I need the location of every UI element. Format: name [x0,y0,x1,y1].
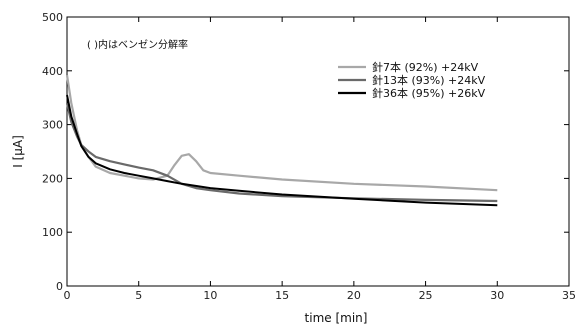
legend-label-2: 針13本 (93%) +24kV [372,73,486,87]
series-line-3 [66,94,498,207]
y-tick-label: 300 [42,119,63,132]
x-tick-label: 30 [490,289,504,302]
series-layer [65,74,498,207]
x-tick-label: 10 [203,289,217,302]
annotation-text: ( )内はベンゼン分解率 [87,38,188,51]
plot-frame [66,16,570,287]
ticks-layer: 0 5 10 15 20 25 30 35 0 100 200 300 400 500 [42,11,575,302]
x-tick-label: 15 [275,289,289,302]
y-axis-label: I [μA] [11,135,25,168]
x-axis-label: time [min] [305,311,368,325]
y-tick-label: 400 [42,65,63,78]
x-tick-label: 25 [419,289,433,302]
legend-label-3: 針36本 (95%) +26kV [372,86,486,100]
x-tick-label: 20 [347,289,361,302]
y-tick-label: 500 [42,11,63,24]
x-tick-label: 5 [135,289,142,302]
legend-label-1: 針7本 (92%) +24kV [372,60,479,74]
y-tick-label: 0 [56,280,63,293]
y-tick-label: 200 [42,172,63,185]
y-tick-label: 100 [42,226,63,239]
x-tick-label: 35 [562,289,575,302]
x-tick-label: 0 [64,289,71,302]
